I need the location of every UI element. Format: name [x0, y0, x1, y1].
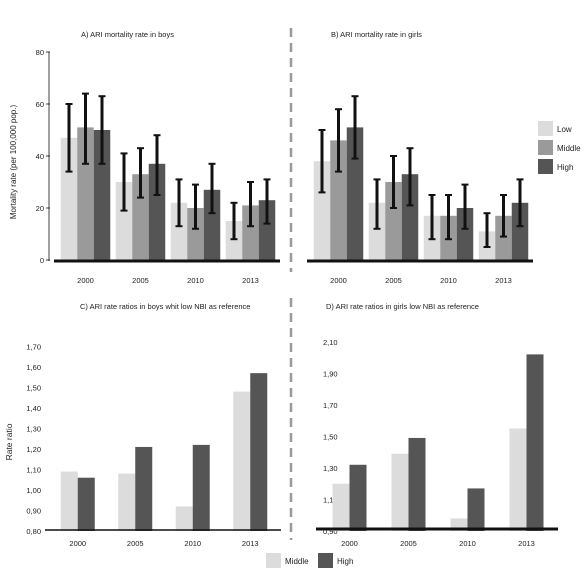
x-tick-label: 2005	[132, 276, 149, 285]
x-tick-label: 2005	[400, 539, 417, 548]
bar-b-high-2005	[401, 174, 419, 260]
panel-b-title: B) ARI mortality rate in girls	[331, 30, 422, 39]
y-tick-label: 1,20	[26, 445, 41, 454]
y-tick-label: 1,10	[323, 495, 338, 504]
y-tick-label: 60	[36, 100, 44, 109]
bar-d-middle-2013	[509, 428, 527, 531]
legend-swatch-low	[538, 121, 553, 136]
bar-c-middle-2010	[175, 506, 193, 531]
x-tick-label: 2010	[440, 276, 457, 285]
bar-b-middle-2005	[385, 182, 402, 260]
x-tick-label: 2000	[330, 276, 347, 285]
legend-swatch-high-bottom	[318, 553, 333, 568]
x-tick-label: 2013	[242, 276, 259, 285]
bar-a-middle-2005	[132, 174, 149, 260]
bar-c-high-2010	[192, 444, 210, 531]
x-tick-label: 2010	[184, 539, 201, 548]
legend-swatch-middle	[538, 140, 553, 155]
bar-a-high-2005	[148, 163, 166, 260]
y-tick-label: 1,70	[26, 343, 41, 352]
top-y-axis-label: Mortality rate (per 100,000 pop.)	[9, 105, 18, 220]
y-tick-label: 0,80	[26, 527, 41, 536]
y-tick-label: 1,60	[26, 363, 41, 372]
bar-d-high-2005	[408, 437, 426, 531]
bar-a-low-2013	[225, 221, 243, 260]
y-tick-label: 0,90	[26, 507, 41, 516]
bar-d-middle-2005	[391, 453, 409, 531]
y-tick-label: 80	[36, 48, 44, 57]
legend-swatch-middle-bottom	[266, 553, 281, 568]
legend-label-high: High	[557, 163, 573, 172]
y-tick-label: 2,10	[323, 338, 338, 347]
legend-label-low: Low	[557, 125, 572, 134]
bar-c-high-2005	[135, 446, 153, 531]
legend-bottom: Middle High	[266, 553, 353, 568]
bar-b-low-2005	[368, 202, 386, 260]
bar-c-middle-2005	[118, 473, 136, 531]
y-tick-label: 1,90	[323, 369, 338, 378]
legend-swatch-high	[538, 159, 553, 174]
y-tick-label: 1,30	[323, 464, 338, 473]
bar-c-middle-2000	[60, 471, 78, 531]
x-tick-label: 2013	[518, 539, 535, 548]
bar-b-middle-2013	[495, 215, 512, 260]
bar-b-high-2013	[511, 202, 529, 260]
legend-label-high-bottom: High	[337, 557, 353, 566]
panel-a-title: A) ARI mortality rate in boys	[81, 30, 174, 39]
legend-top: Low Middle High	[538, 121, 581, 174]
bar-d-high-2010	[467, 488, 485, 531]
y-tick-label: 20	[36, 204, 44, 213]
bar-a-high-2013	[258, 200, 276, 260]
bar-a-middle-2013	[242, 205, 259, 260]
x-tick-label: 2000	[69, 539, 86, 548]
bar-a-high-2010	[203, 189, 221, 260]
y-tick-label: 0	[40, 256, 44, 265]
bar-d-middle-2000	[332, 483, 350, 531]
y-tick-label: 1,50	[26, 384, 41, 393]
bar-d-high-2013	[526, 354, 544, 531]
bar-c-high-2013	[250, 373, 268, 531]
x-tick-label: 2005	[127, 539, 144, 548]
bar-b-high-2010	[456, 208, 474, 260]
panel-b-plot: 2000 2005 2010 2013	[307, 95, 533, 285]
y-tick-label: 0,90	[323, 527, 338, 536]
bar-a-high-2000	[93, 130, 111, 260]
bar-a-low-2005	[115, 182, 133, 260]
bar-a-middle-2000	[77, 127, 94, 261]
panel-d-title: D) ARI rate ratios in girls low NBI as r…	[326, 302, 479, 311]
bar-b-high-2000	[346, 127, 364, 261]
x-tick-label: 2000	[77, 276, 94, 285]
bar-a-low-2000	[60, 137, 78, 260]
panel-d-plot: 0,90 1,10 1,30 1,50 1,70 1,90 2,10 2000 2005 2010…	[316, 338, 558, 548]
panel-c-plot: 0,80 0,90 1,00 1,10 1,20 1,30 1,40 1,50 1,60 1,70…	[26, 343, 281, 548]
bar-a-middle-2010	[187, 208, 204, 260]
bar-c-middle-2013	[233, 391, 251, 531]
y-tick-label: 1,10	[26, 466, 41, 475]
x-tick-label: 2010	[459, 539, 476, 548]
panel-a-plot: 0 20 40 60 80 2000 2005 2010 2013	[36, 48, 280, 285]
y-tick-label: 40	[36, 152, 44, 161]
bar-a-low-2010	[170, 202, 188, 260]
x-tick-label: 2000	[341, 539, 358, 548]
x-tick-label: 2010	[187, 276, 204, 285]
legend-label-middle-bottom: Middle	[285, 557, 309, 566]
y-tick-label: 1,40	[26, 404, 41, 413]
y-tick-label: 1,70	[323, 401, 338, 410]
bar-b-low-2000	[313, 161, 331, 260]
bar-b-middle-2000	[330, 140, 347, 260]
y-tick-label: 1,50	[323, 432, 338, 441]
panel-c-title: C) ARI rate ratios in boys whit low NBI …	[80, 302, 250, 311]
y-tick-label: 1,30	[26, 425, 41, 434]
y-tick-label: 1,00	[26, 486, 41, 495]
bottom-y-axis-label: Rate ratio	[4, 423, 14, 460]
bar-c-high-2000	[77, 477, 95, 531]
x-tick-label: 2005	[385, 276, 402, 285]
x-tick-label: 2013	[242, 539, 259, 548]
bar-d-high-2000	[349, 464, 367, 531]
legend-label-middle: Middle	[557, 144, 581, 153]
x-tick-label: 2013	[495, 276, 512, 285]
